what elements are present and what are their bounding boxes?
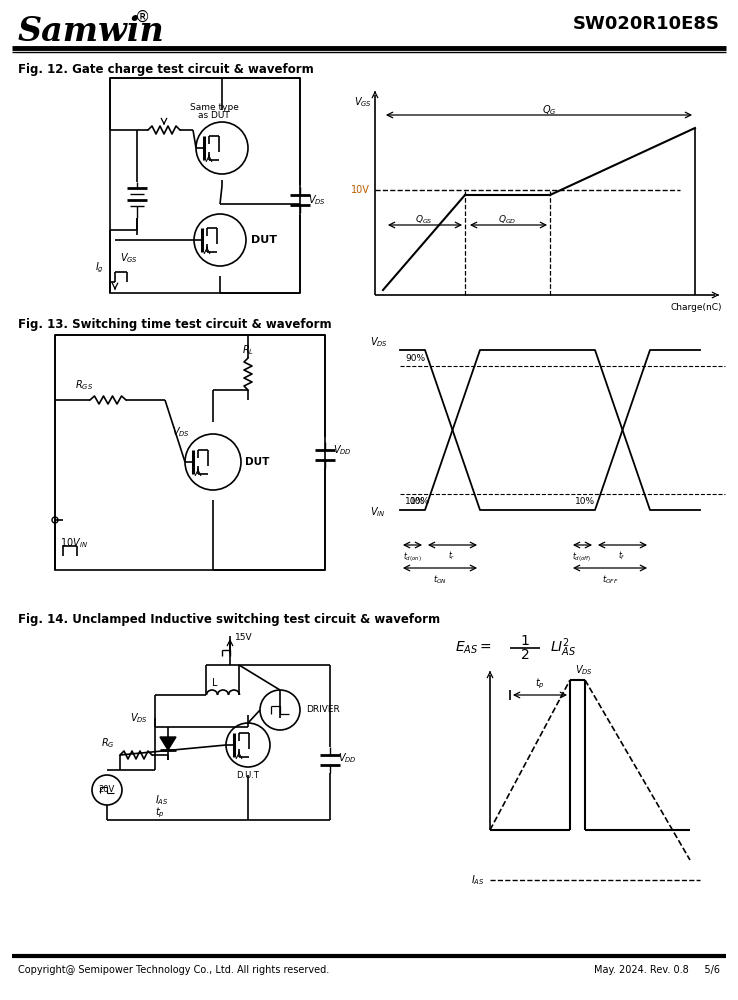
Text: 2: 2 <box>520 648 529 662</box>
Text: $V_{DS}$: $V_{DS}$ <box>172 425 190 439</box>
Text: Fig. 12. Gate charge test circuit & waveform: Fig. 12. Gate charge test circuit & wave… <box>18 63 314 76</box>
Text: $V_{DS}$: $V_{DS}$ <box>370 335 388 349</box>
Text: $Q_{GS}$: $Q_{GS}$ <box>415 214 433 226</box>
Text: Samwin: Samwin <box>18 15 165 48</box>
Text: 10%: 10% <box>575 497 595 506</box>
Polygon shape <box>160 737 176 750</box>
Text: 1: 1 <box>520 634 529 648</box>
Text: May. 2024. Rev. 0.8     5/6: May. 2024. Rev. 0.8 5/6 <box>594 965 720 975</box>
Text: 20V: 20V <box>99 785 115 794</box>
Text: D.U.T: D.U.T <box>237 771 260 780</box>
Text: $R_G$: $R_G$ <box>101 736 115 750</box>
Text: L: L <box>213 678 218 688</box>
Text: $Q_{GD}$: $Q_{GD}$ <box>497 214 517 226</box>
Text: $Q_G$: $Q_G$ <box>542 103 556 117</box>
Text: $LI_{AS}^{2}$: $LI_{AS}^{2}$ <box>550 637 576 659</box>
Text: 10V: 10V <box>351 185 370 195</box>
Text: $t_p$: $t_p$ <box>535 677 545 691</box>
Text: $I_g$: $I_g$ <box>95 261 104 275</box>
Text: $t_f$: $t_f$ <box>618 550 626 562</box>
Text: $t_{OFF}$: $t_{OFF}$ <box>601 573 618 585</box>
Text: $R_{GS}$: $R_{GS}$ <box>75 378 93 392</box>
Text: $V_{GS}$: $V_{GS}$ <box>354 95 372 109</box>
Text: $R_L$: $R_L$ <box>242 343 254 357</box>
Text: $V_{DS}$: $V_{DS}$ <box>308 193 326 207</box>
Text: $t_{d(on)}$: $t_{d(on)}$ <box>403 550 421 564</box>
Text: DUT: DUT <box>245 457 269 467</box>
Text: DUT: DUT <box>251 235 277 245</box>
Bar <box>55 335 325 570</box>
Text: $E_{AS}=$: $E_{AS}=$ <box>455 640 492 656</box>
Text: Charge(nC): Charge(nC) <box>671 303 722 312</box>
Text: 15V: 15V <box>235 634 252 643</box>
Text: 10%: 10% <box>405 497 425 506</box>
Text: Same type: Same type <box>190 104 238 112</box>
Text: 10%: 10% <box>410 497 430 506</box>
Text: $V_{IN}$: $V_{IN}$ <box>370 505 385 519</box>
Text: SW020R10E8S: SW020R10E8S <box>573 15 720 33</box>
Text: DRIVER: DRIVER <box>306 706 339 714</box>
Text: $t_p$: $t_p$ <box>155 806 165 820</box>
Text: $V_{DS}$: $V_{DS}$ <box>575 663 593 677</box>
Text: $10V_{IN}$: $10V_{IN}$ <box>60 536 88 550</box>
Text: $t_r$: $t_r$ <box>448 550 456 562</box>
Bar <box>110 78 300 293</box>
Text: $I_{AS}$: $I_{AS}$ <box>472 873 485 887</box>
Text: $t_{ON}$: $t_{ON}$ <box>433 573 447 585</box>
Text: ®: ® <box>135 10 151 25</box>
Text: $V_{DD}$: $V_{DD}$ <box>338 751 356 765</box>
Text: 90%: 90% <box>405 354 425 363</box>
Text: $V_{GS}$: $V_{GS}$ <box>120 251 138 265</box>
Text: as DUT: as DUT <box>198 111 230 120</box>
Text: $V_{DD}$: $V_{DD}$ <box>333 443 352 457</box>
Text: Fig. 13. Switching time test circuit & waveform: Fig. 13. Switching time test circuit & w… <box>18 318 331 331</box>
Text: Fig. 14. Unclamped Inductive switching test circuit & waveform: Fig. 14. Unclamped Inductive switching t… <box>18 613 440 626</box>
Text: $I_{AS}$: $I_{AS}$ <box>155 793 168 807</box>
Text: $t_{d(off)}$: $t_{d(off)}$ <box>573 550 592 564</box>
Text: $V_{DS}$: $V_{DS}$ <box>130 711 148 725</box>
Text: Copyright@ Semipower Technology Co., Ltd. All rights reserved.: Copyright@ Semipower Technology Co., Ltd… <box>18 965 329 975</box>
